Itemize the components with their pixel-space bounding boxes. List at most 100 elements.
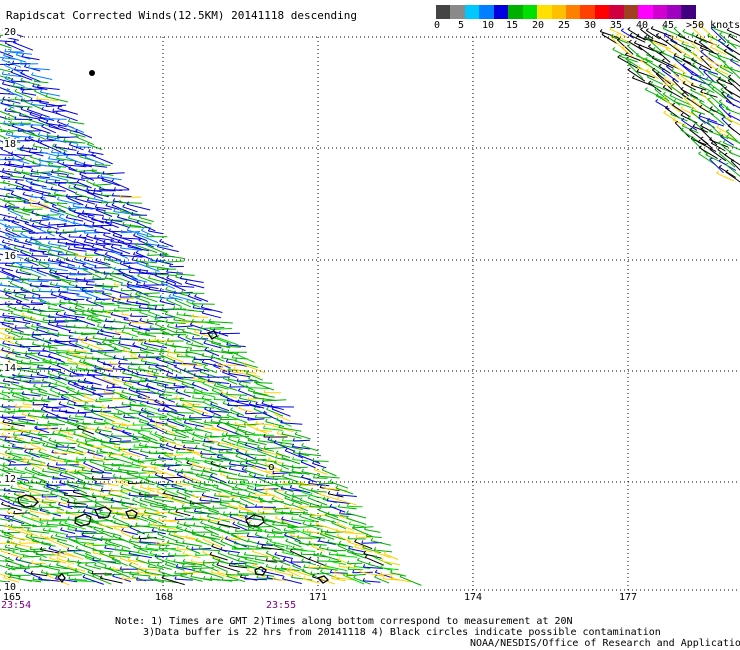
- wind-barb-feather: [91, 492, 95, 496]
- wind-barb: [93, 198, 110, 203]
- wind-barb: [0, 438, 16, 446]
- wind-barb-feather: [29, 351, 33, 355]
- wind-barb-feather: [149, 418, 153, 422]
- wind-barb-feather: [126, 470, 129, 474]
- wind-barb-feather: [30, 479, 33, 483]
- wind-barb-feather: [201, 492, 205, 496]
- wind-barb: [182, 565, 203, 568]
- wind-barb-feather: [176, 489, 180, 493]
- wind-barb-feather: [19, 330, 22, 335]
- wind-barb-feather: [49, 456, 52, 460]
- wind-barb-feather: [217, 558, 221, 562]
- wind-barb-feather: [29, 282, 32, 287]
- wind-barb-feather: [138, 304, 141, 308]
- wind-barb-feather: [131, 212, 134, 216]
- wind-barb-feather: [108, 539, 111, 543]
- wind-barb: [229, 444, 248, 452]
- wind-barb-feather: [354, 539, 357, 542]
- wind-barb-feather: [725, 106, 729, 110]
- wind-barb-feather: [131, 256, 135, 261]
- wind-barb: [55, 535, 78, 542]
- wind-barb: [14, 295, 29, 301]
- wind-barb: [12, 85, 32, 90]
- wind-barb-feather: [727, 112, 731, 115]
- wind-barb-feather: [110, 467, 113, 472]
- wind-barb: [117, 216, 140, 224]
- wind-barb: [155, 366, 174, 375]
- wind-barb: [221, 537, 241, 541]
- wind-barb: [298, 454, 321, 464]
- wind-barb-feather: [100, 224, 103, 228]
- wind-barb-feather: [347, 539, 350, 543]
- wind-barb-feather: [47, 265, 50, 269]
- wind-barb-feather: [67, 380, 71, 384]
- wind-barb: [82, 496, 105, 507]
- wind-barb: [38, 578, 61, 582]
- wind-barb-feather: [2, 427, 5, 431]
- wind-barb: [0, 205, 15, 211]
- wind-barb: [720, 136, 734, 146]
- wind-barb-feather: [200, 520, 203, 524]
- wind-barb-feather: [5, 131, 9, 135]
- wind-barb: [85, 338, 102, 344]
- wind-barb-feather: [154, 420, 158, 424]
- wind-barb-feather: [301, 474, 304, 478]
- wind-barb-feather: [13, 66, 17, 71]
- wind-barb: [56, 558, 75, 565]
- wind-barb-feather: [184, 516, 187, 520]
- wind-barb: [612, 48, 626, 57]
- wind-barb-feather: [139, 503, 143, 507]
- wind-barb: [327, 549, 347, 552]
- wind-barb: [110, 289, 130, 296]
- wind-barb-feather: [28, 117, 31, 121]
- wind-barb: [57, 161, 77, 171]
- wind-barb-feather: [363, 550, 367, 554]
- wind-barb-feather: [147, 541, 150, 545]
- wind-barb-feather: [56, 275, 59, 279]
- wind-barb: [146, 265, 170, 270]
- wind-barb-feather: [112, 383, 115, 387]
- wind-barb-feather: [132, 251, 136, 255]
- wind-barb-feather: [12, 102, 15, 106]
- wind-barb-feather: [627, 27, 631, 30]
- wind-barb: [291, 518, 315, 523]
- wind-barb-feather: [73, 402, 76, 406]
- wind-barb: [146, 423, 168, 435]
- wind-barb-feather: [137, 430, 141, 434]
- wind-barb-feather: [698, 115, 702, 119]
- wind-barb-feather: [255, 460, 258, 464]
- wind-barb-feather: [168, 293, 172, 297]
- wind-barb-feather: [176, 353, 179, 357]
- wind-barb-feather: [31, 467, 35, 471]
- wind-barb-feather: [202, 424, 206, 429]
- wind-barb: [202, 312, 222, 319]
- wind-barb: [94, 271, 110, 274]
- wind-barb: [239, 497, 255, 506]
- wind-barb: [41, 218, 58, 220]
- wind-barb-feather: [68, 234, 71, 238]
- wind-barb-feather: [103, 255, 107, 259]
- wind-barb: [244, 470, 264, 477]
- wind-barb-feather: [12, 336, 15, 340]
- wind-barb: [24, 451, 40, 458]
- wind-barb-feather: [68, 205, 70, 209]
- wind-barb-feather: [1, 71, 4, 75]
- wind-barb: [0, 580, 10, 583]
- wind-barb: [83, 462, 105, 473]
- wind-barb-feather: [113, 346, 117, 350]
- wind-barb-feather: [166, 494, 169, 498]
- wind-barb-feather: [252, 464, 256, 468]
- wind-barb-feather: [100, 487, 103, 491]
- wind-barb: [0, 243, 11, 249]
- wind-barb-feather: [128, 538, 132, 542]
- wind-barb: [20, 88, 44, 91]
- wind-barb-feather: [13, 289, 16, 293]
- wind-barb-feather: [84, 456, 87, 460]
- wind-barb: [221, 482, 236, 489]
- wind-barb-feather: [149, 430, 153, 434]
- wind-barb-feather: [705, 76, 709, 80]
- wind-barb: [229, 565, 248, 569]
- wind-barb-feather: [165, 286, 168, 290]
- wind-barb: [57, 540, 75, 548]
- wind-barb-feather: [29, 248, 32, 252]
